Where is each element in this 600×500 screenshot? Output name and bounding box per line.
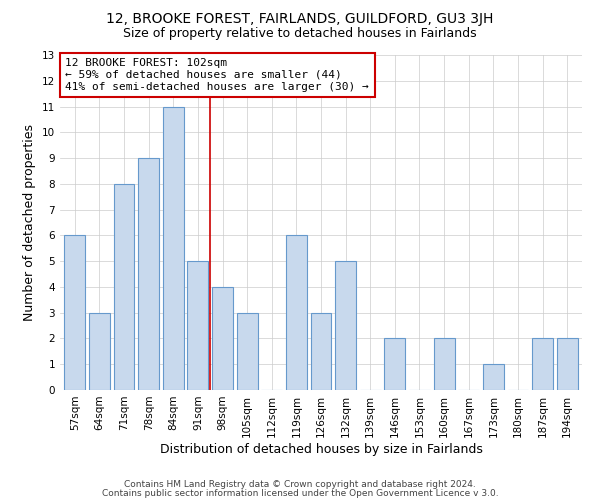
- Bar: [113, 184, 134, 390]
- Text: Size of property relative to detached houses in Fairlands: Size of property relative to detached ho…: [123, 28, 477, 40]
- X-axis label: Distribution of detached houses by size in Fairlands: Distribution of detached houses by size …: [160, 442, 482, 456]
- Bar: [483, 364, 504, 390]
- Bar: [163, 106, 184, 390]
- Text: 12, BROOKE FOREST, FAIRLANDS, GUILDFORD, GU3 3JH: 12, BROOKE FOREST, FAIRLANDS, GUILDFORD,…: [106, 12, 494, 26]
- Bar: [187, 261, 208, 390]
- Text: 12 BROOKE FOREST: 102sqm
← 59% of detached houses are smaller (44)
41% of semi-d: 12 BROOKE FOREST: 102sqm ← 59% of detach…: [65, 58, 369, 92]
- Bar: [236, 312, 257, 390]
- Bar: [532, 338, 553, 390]
- Bar: [557, 338, 578, 390]
- Bar: [434, 338, 455, 390]
- Bar: [385, 338, 406, 390]
- Text: Contains public sector information licensed under the Open Government Licence v : Contains public sector information licen…: [101, 488, 499, 498]
- Bar: [335, 261, 356, 390]
- Bar: [311, 312, 331, 390]
- Bar: [89, 312, 110, 390]
- Bar: [212, 287, 233, 390]
- Bar: [286, 236, 307, 390]
- Text: Contains HM Land Registry data © Crown copyright and database right 2024.: Contains HM Land Registry data © Crown c…: [124, 480, 476, 489]
- Bar: [64, 236, 85, 390]
- Y-axis label: Number of detached properties: Number of detached properties: [23, 124, 37, 321]
- Bar: [138, 158, 159, 390]
